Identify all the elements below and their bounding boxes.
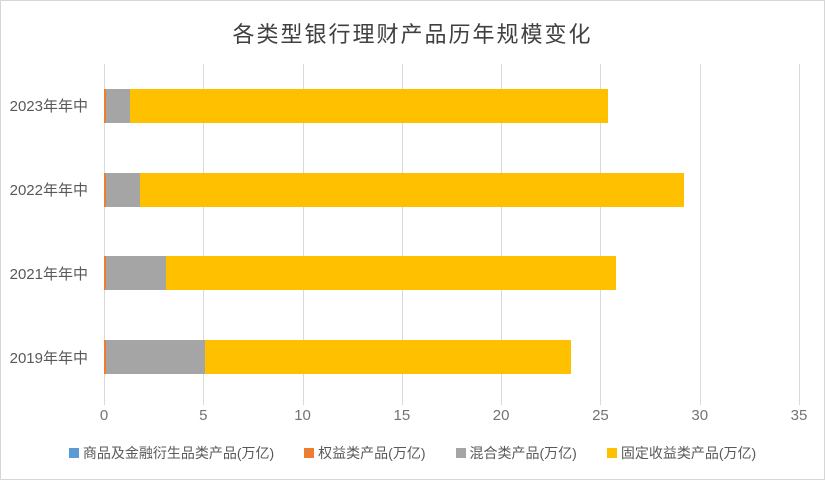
category-labels: 2023年年中 2022年年中 2021年年中 2019年年中 <box>1 64 96 399</box>
legend-swatch-icon <box>455 448 466 458</box>
legend-item: 固定收益类产品(万亿) <box>606 443 757 463</box>
gridline <box>799 64 800 399</box>
axis-tick-mark <box>302 399 304 405</box>
axis-tick-mark <box>600 399 602 405</box>
stacked-bar <box>104 256 799 291</box>
bar-segment <box>165 256 617 291</box>
axis-tick-label: 20 <box>492 407 510 424</box>
axis-tick-labels: 0 5 10 15 20 25 30 35 <box>100 407 808 427</box>
bar-segment <box>105 340 206 375</box>
bar-slot <box>104 64 799 148</box>
bar-segment <box>205 340 571 375</box>
bar-slot <box>104 148 799 232</box>
category-label: 2022年年中 <box>9 182 88 200</box>
gridline <box>600 64 602 399</box>
gridline <box>104 64 105 399</box>
axis-tick-label: 10 <box>294 407 311 424</box>
legend-label: 权益类产品(万亿) <box>318 445 426 461</box>
bar-segment <box>104 172 106 207</box>
legend-label: 混合类产品(万亿) <box>469 445 577 461</box>
axis-tick-mark <box>401 399 403 405</box>
bar-slot <box>104 232 799 316</box>
bar-rows <box>104 64 799 399</box>
bar-segment <box>104 88 106 123</box>
bar-segment <box>129 88 609 123</box>
axis-tick-label: 30 <box>691 407 709 424</box>
category-label: 2019年年中 <box>9 349 88 367</box>
axis-tick-mark <box>203 399 205 405</box>
legend-swatch-icon <box>304 448 315 458</box>
legend-label: 商品及金融衍生品类产品(万亿) <box>82 445 275 461</box>
legend-label: 固定收益类产品(万亿) <box>620 445 757 461</box>
axis-ticks <box>104 399 800 405</box>
gridlines <box>104 64 800 399</box>
bar-segment <box>139 172 684 207</box>
legend: 商品及金融衍生品类产品(万亿) 权益类产品(万亿) 混合类产品(万亿) 固定收益类产品… <box>1 443 824 463</box>
gridline <box>501 64 503 399</box>
axis-tick-label: 5 <box>199 407 208 424</box>
category-label: 2021年年中 <box>9 265 88 283</box>
axis-tick-mark <box>501 399 503 405</box>
bar-segment <box>104 340 106 375</box>
axis-tick-mark <box>699 399 701 405</box>
gridline <box>401 64 403 399</box>
axis-tick-mark <box>799 399 800 405</box>
bar-segment <box>104 256 106 291</box>
gridline <box>203 64 205 399</box>
chart-title: 各类型银行理财产品历年规模变化 <box>232 23 593 48</box>
bar-segment <box>105 88 130 123</box>
axis-tick-label: 35 <box>790 407 808 424</box>
bar-slot <box>104 315 799 399</box>
bar-segment <box>105 256 166 291</box>
legend-swatch-icon <box>68 448 79 458</box>
bar-segment <box>105 172 140 207</box>
stacked-bar <box>104 340 799 375</box>
legend-item: 混合类产品(万亿) <box>455 443 577 463</box>
gridline <box>302 64 304 399</box>
plot-area: 0 5 10 15 20 25 30 35 <box>100 64 807 424</box>
legend-item: 权益类产品(万亿) <box>304 443 426 463</box>
gridline <box>699 64 701 399</box>
legend-item: 商品及金融衍生品类产品(万亿) <box>68 443 275 463</box>
axis-tick-mark <box>104 399 105 405</box>
stacked-bar <box>104 172 799 207</box>
axis-tick-label: 25 <box>592 407 609 424</box>
axis-tick-label: 15 <box>393 407 411 424</box>
axis-tick-label: 0 <box>99 407 109 424</box>
stacked-bar <box>104 88 799 123</box>
legend-swatch-icon <box>606 448 617 458</box>
category-label: 2023年年中 <box>9 98 88 116</box>
